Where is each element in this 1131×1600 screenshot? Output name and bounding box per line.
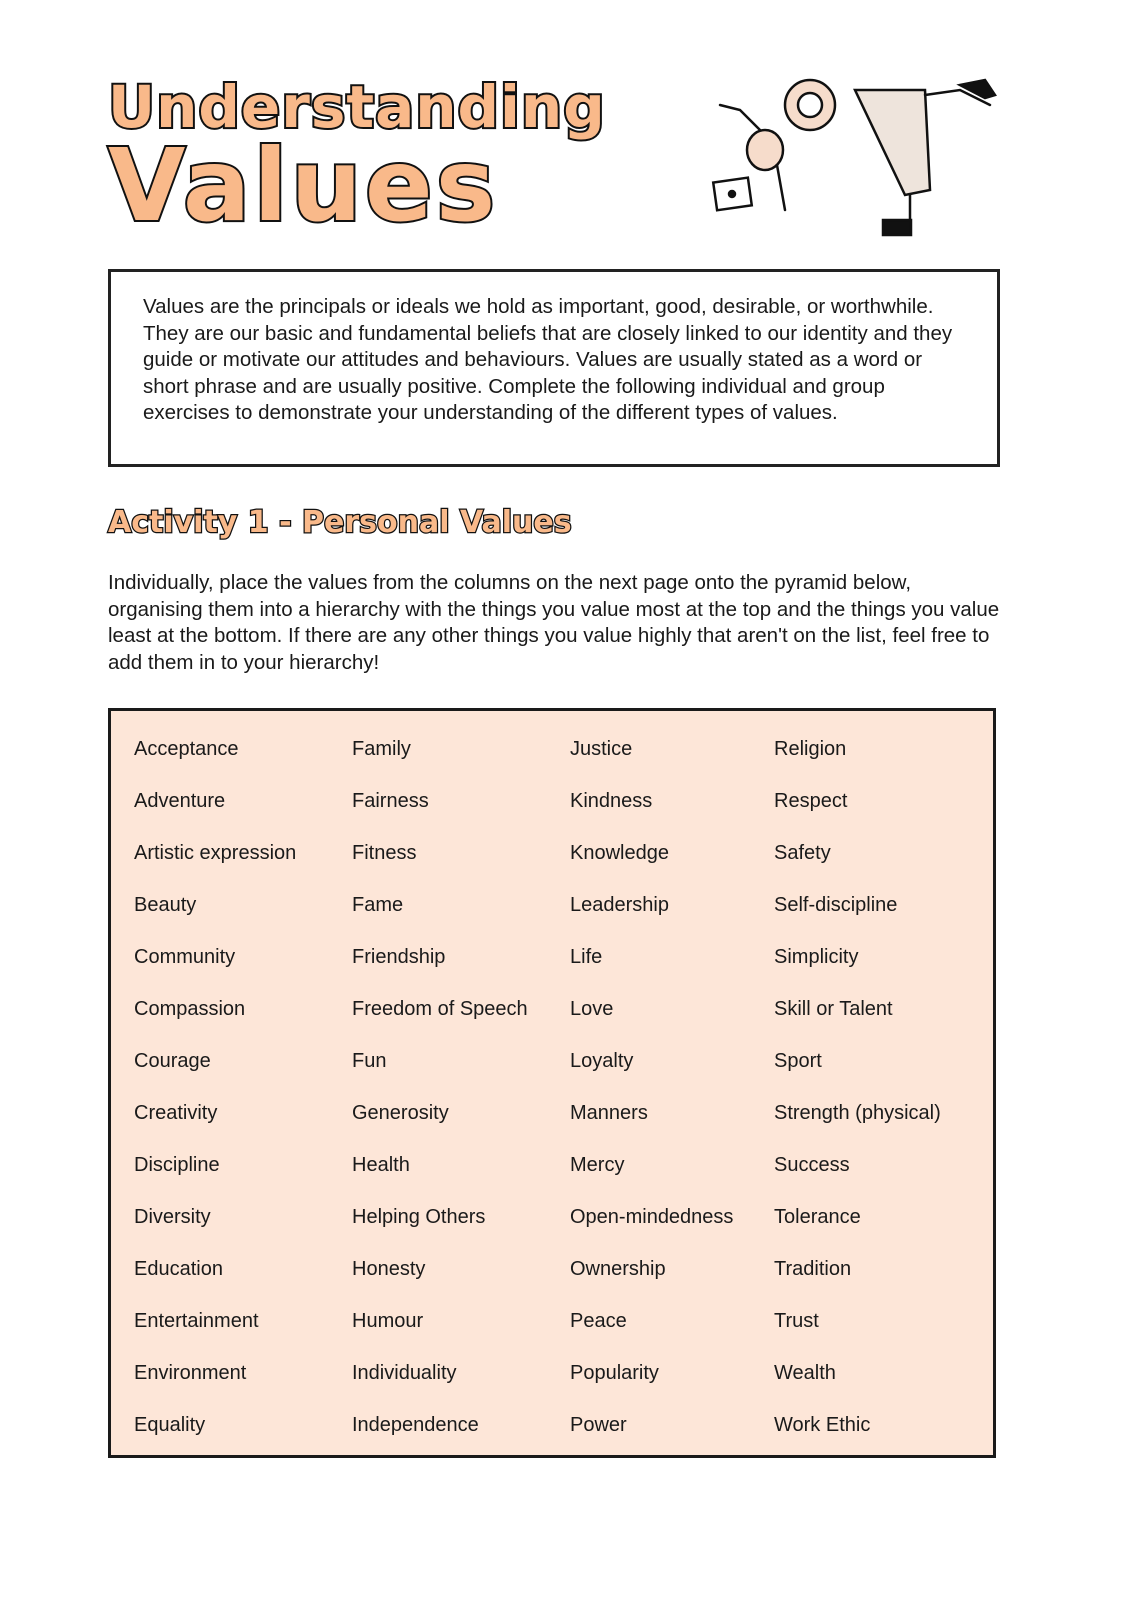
value-item: Skill or Talent	[774, 998, 893, 1020]
value-item: Power	[570, 1414, 627, 1436]
value-item: Loyalty	[570, 1050, 634, 1072]
value-item: Success	[774, 1154, 850, 1176]
value-item: Health	[352, 1154, 410, 1176]
value-item: Diversity	[134, 1206, 211, 1228]
value-item: Wealth	[774, 1362, 836, 1384]
value-item: Beauty	[134, 894, 197, 916]
value-item: Humour	[352, 1310, 424, 1332]
value-item: Family	[352, 738, 411, 760]
values-column-3: Justice Kindness Knowledge Leadership Life Lo…	[570, 733, 733, 1461]
values-column-2: Family Fairness Fitness Fame Friendship Freed…	[352, 733, 528, 1461]
value-item: Love	[570, 998, 614, 1020]
value-item: Equality	[134, 1414, 206, 1436]
value-item: Manners	[570, 1102, 648, 1124]
value-item: Helping Others	[352, 1206, 486, 1228]
value-item: Open-mindedness	[570, 1206, 734, 1228]
value-item: Artistic expression	[134, 842, 297, 864]
value-item: Trust	[774, 1310, 819, 1332]
value-item: Sport	[774, 1050, 822, 1072]
values-column-4: Religion Respect Safety Self-discipline Simp…	[774, 733, 941, 1461]
value-item: Simplicity	[774, 946, 859, 968]
value-item: Creativity	[134, 1102, 218, 1124]
intro-box: Values are the principals or ideals we h…	[108, 269, 1000, 467]
value-item: Fairness	[352, 790, 429, 812]
value-item: Community	[134, 946, 236, 968]
value-item: Respect	[774, 790, 848, 812]
value-item: Discipline	[134, 1154, 220, 1176]
value-item: Friendship	[352, 946, 446, 968]
value-item: Independence	[352, 1414, 479, 1436]
value-item: Environment	[134, 1362, 247, 1384]
value-item: Justice	[570, 738, 633, 760]
value-item: Peace	[570, 1310, 627, 1332]
value-item: Fun	[352, 1050, 387, 1072]
values-list-box: Acceptance Adventure Artistic expression Be…	[108, 708, 996, 1458]
value-item: Compassion	[134, 998, 246, 1020]
value-item: Knowledge	[570, 842, 669, 864]
value-item: Mercy	[570, 1154, 625, 1176]
value-item: Safety	[774, 842, 831, 864]
value-item: Fitness	[352, 842, 417, 864]
title-line-1: Understanding	[106, 73, 607, 141]
value-item: Religion	[774, 738, 847, 760]
value-item: Ownership	[570, 1258, 666, 1280]
value-item: Acceptance	[134, 738, 239, 760]
value-item: Adventure	[134, 790, 226, 812]
value-item: Generosity	[352, 1102, 449, 1124]
value-item: Popularity	[570, 1362, 659, 1384]
value-item: Honesty	[352, 1258, 426, 1280]
value-item: Strength (physical)	[774, 1102, 941, 1124]
values-column-1: Acceptance Adventure Artistic expression Be…	[134, 733, 296, 1461]
value-item: Freedom of Speech	[352, 998, 528, 1020]
value-item: Tolerance	[774, 1206, 861, 1228]
value-item: Tradition	[774, 1258, 852, 1280]
value-item: Self-discipline	[774, 894, 898, 916]
value-item: Life	[570, 946, 603, 968]
value-item: Individuality	[352, 1362, 457, 1384]
value-item: Leadership	[570, 894, 669, 916]
value-item: Work Ethic	[774, 1414, 871, 1436]
value-item: Entertainment	[134, 1310, 259, 1332]
value-item: Kindness	[570, 790, 653, 812]
value-item: Education	[134, 1258, 223, 1280]
title-line-2: Values	[106, 127, 499, 244]
value-item: Fame	[352, 894, 404, 916]
value-item: Courage	[134, 1050, 211, 1072]
activity-instructions: Individually, place the values from the …	[108, 571, 1000, 674]
intro-text: Values are the principals or ideals we h…	[143, 295, 953, 424]
activity-heading: Activity 1 - Personal Values	[107, 504, 573, 542]
acrobat-illustration	[711, 78, 997, 237]
